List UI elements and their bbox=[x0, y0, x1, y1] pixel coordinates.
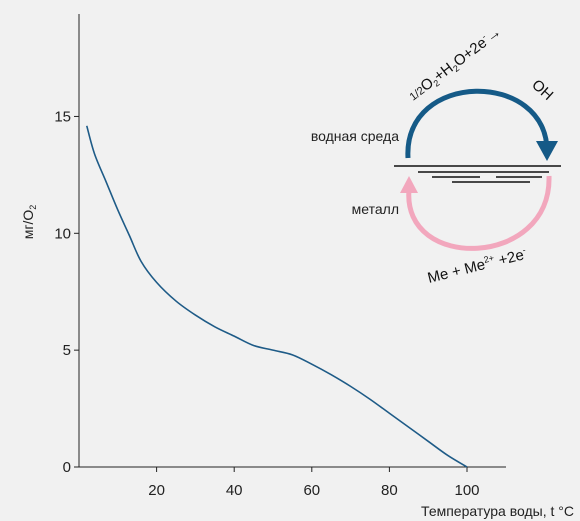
series-line bbox=[85, 125, 468, 468]
label-metal: металл bbox=[352, 201, 399, 217]
x-axis-title: Температура воды, t °С bbox=[421, 503, 574, 519]
eq-me: Me + Me bbox=[426, 256, 487, 287]
y-tick-label: 10 bbox=[54, 225, 71, 242]
oxidation-arc bbox=[405, 88, 550, 159]
eq-e-part: +2e bbox=[493, 247, 526, 271]
y-tick-label: 5 bbox=[63, 342, 71, 359]
reduction-arrowhead bbox=[400, 176, 418, 193]
corrosion-diagram: водная среда металл 1/2O2+H2O+2e-→ OH Me… bbox=[311, 23, 561, 287]
eq-e-sup2: - bbox=[521, 245, 526, 255]
y-axis-title-subscript: 2 bbox=[28, 205, 38, 210]
x-tick-label: 80 bbox=[381, 482, 398, 499]
oxidation-arrowhead bbox=[536, 141, 558, 161]
y-tick-label: 15 bbox=[54, 108, 71, 125]
equation-hydroxide: OH bbox=[528, 76, 556, 104]
x-axis-ticks: 20 40 60 80 100 bbox=[148, 467, 480, 499]
eq-o-sub: 2 bbox=[432, 78, 442, 89]
y-axis-title-main: мг/O bbox=[20, 210, 36, 240]
x-tick-label: 100 bbox=[454, 482, 479, 499]
equation-metal-oxidation: Me + Me2+ +2e- bbox=[426, 245, 529, 287]
eq-h-sub: 2 bbox=[451, 63, 461, 74]
eq-me-sup: 2+ bbox=[483, 253, 495, 265]
y-axis-title: мг/O2 bbox=[20, 205, 38, 240]
x-tick-label: 40 bbox=[226, 482, 243, 499]
label-water-environment: водная среда bbox=[311, 128, 399, 144]
x-tick-label: 20 bbox=[148, 482, 165, 499]
y-tick-label: 0 bbox=[63, 459, 71, 476]
eq-e-sup: - bbox=[479, 32, 487, 42]
reduction-arc bbox=[406, 175, 552, 251]
y-axis-ticks: 0 5 10 15 bbox=[54, 108, 79, 476]
x-tick-label: 60 bbox=[303, 482, 320, 499]
